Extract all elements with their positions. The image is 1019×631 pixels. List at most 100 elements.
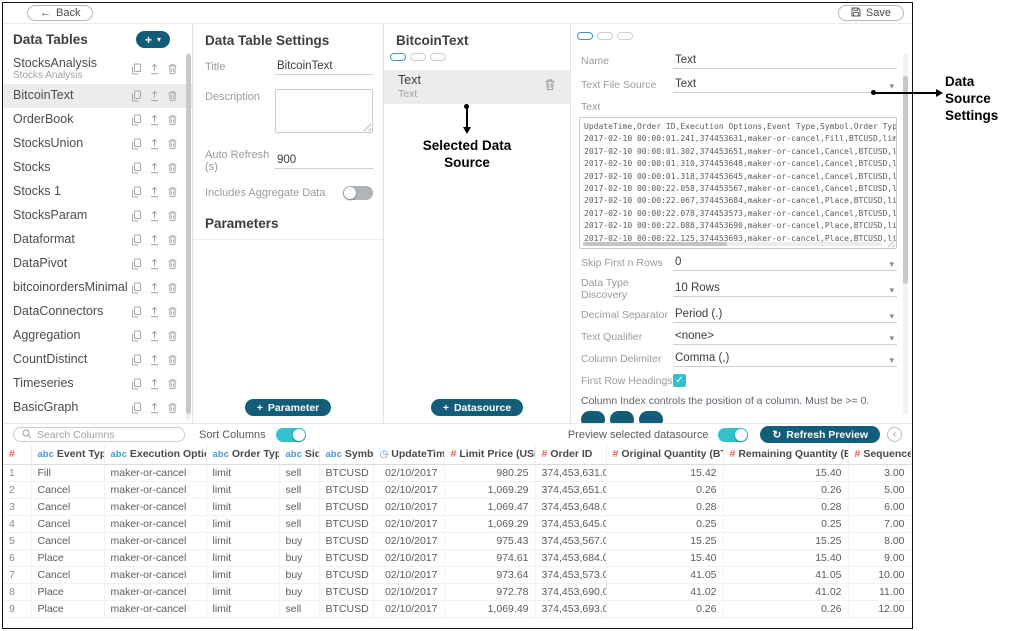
sidebar-scrollbar[interactable] (186, 52, 191, 420)
table-row[interactable]: 8 Place maker-or-cancel limit buy BTCUSD… (3, 583, 911, 601)
copy-icon[interactable] (131, 258, 142, 270)
copy-icon[interactable] (131, 330, 142, 342)
export-icon[interactable] (149, 114, 160, 126)
delete-icon[interactable] (167, 162, 178, 174)
data-table-list-item[interactable]: StocksAnalysis Stocks Analysis (3, 54, 192, 84)
data-table-list-item[interactable]: bitcoinordersMinimal (3, 276, 192, 300)
delete-icon[interactable] (167, 306, 178, 318)
add-data-table-button[interactable]: + ▾ (135, 31, 170, 48)
delete-icon[interactable] (167, 282, 178, 294)
delete-icon[interactable] (167, 330, 178, 342)
column-header[interactable]: # (3, 445, 32, 465)
resize-grip[interactable] (887, 239, 895, 247)
export-icon[interactable] (149, 138, 160, 150)
copy-icon[interactable] (131, 162, 142, 174)
datasource-tab[interactable] (430, 53, 446, 61)
datasource-list-item[interactable]: Text Text (384, 70, 570, 104)
column-header[interactable]: #Original Quantity (BTC) (606, 445, 724, 465)
copy-icon[interactable] (131, 63, 142, 75)
copy-icon[interactable] (131, 138, 142, 150)
copy-icon[interactable] (131, 378, 142, 390)
copy-icon[interactable] (131, 186, 142, 198)
copy-icon[interactable] (131, 282, 142, 294)
table-row[interactable]: 1 Fill maker-or-cancel limit sell BTCUSD… (3, 464, 911, 482)
dropdown-select[interactable]: 10 Rows ▾ (673, 281, 897, 297)
column-header[interactable]: # Order ID (535, 445, 607, 465)
copy-icon[interactable] (131, 114, 142, 126)
data-table-list-item[interactable]: StocksUnion (3, 132, 192, 156)
delete-icon[interactable] (167, 186, 178, 198)
delete-icon[interactable] (167, 354, 178, 366)
plugin-panel-scrollbar[interactable] (903, 54, 908, 414)
delete-icon[interactable] (544, 78, 556, 96)
table-row[interactable]: 3 Cancel maker-or-cancel limit sell BTCU… (3, 498, 911, 516)
text-content-area[interactable]: UpdateTime,Order ID,Execution Options,Ev… (579, 117, 897, 249)
column-header[interactable]: abcSide (279, 445, 320, 465)
description-input[interactable] (275, 89, 373, 133)
column-header[interactable]: ◷UpdateTime (373, 445, 445, 465)
data-table-list-item[interactable]: CountDistinct (3, 348, 192, 372)
dropdown-select[interactable]: Period (.) ▾ (673, 307, 897, 323)
resize-grip[interactable] (363, 123, 371, 131)
table-row[interactable]: 7 Cancel maker-or-cancel limit buy BTCUS… (3, 566, 911, 584)
data-table-list-item[interactable]: Stocks 1 (3, 180, 192, 204)
data-table-list-item[interactable]: BitcoinText (3, 84, 192, 108)
copy-icon[interactable] (131, 402, 142, 414)
data-table-list-item[interactable]: Dataformat (3, 228, 192, 252)
export-icon[interactable] (149, 90, 160, 102)
save-button[interactable]: Save (837, 5, 904, 21)
export-icon[interactable] (149, 234, 160, 246)
copy-icon[interactable] (131, 354, 142, 366)
dropdown-select[interactable]: Comma (,) ▾ (673, 351, 897, 367)
column-header[interactable]: #Limit Price (USD) (444, 445, 536, 465)
column-header[interactable]: #SequenceID (848, 445, 911, 465)
first-row-headings-checkbox[interactable]: ✓ (673, 374, 686, 387)
table-row[interactable]: 6 Place maker-or-cancel limit buy BTCUSD… (3, 549, 911, 567)
export-icon[interactable] (149, 162, 160, 174)
export-icon[interactable] (149, 210, 160, 222)
export-icon[interactable] (149, 186, 160, 198)
delete-icon[interactable] (167, 402, 178, 414)
file-source-select[interactable]: Text ▾ (673, 77, 897, 93)
delete-icon[interactable] (167, 258, 178, 270)
refresh-preview-button[interactable]: ↻ Refresh Preview (760, 426, 880, 443)
copy-icon[interactable] (131, 90, 142, 102)
auto-refresh-input[interactable]: 900 (275, 153, 373, 169)
copy-icon[interactable] (131, 306, 142, 318)
data-table-list-item[interactable]: Aggregation (3, 324, 192, 348)
export-icon[interactable] (149, 330, 160, 342)
copy-icon[interactable] (131, 210, 142, 222)
delete-icon[interactable] (167, 114, 178, 126)
datasource-tab[interactable] (390, 53, 406, 61)
table-row[interactable]: 5 Cancel maker-or-cancel limit buy BTCUS… (3, 532, 911, 550)
export-icon[interactable] (149, 354, 160, 366)
title-input[interactable]: BitcoinText (275, 59, 373, 75)
column-header[interactable]: #Remaining Quantity (BTC) (723, 445, 849, 465)
add-datasource-button[interactable]: + Datasource (430, 399, 524, 416)
delete-icon[interactable] (167, 63, 178, 75)
dropdown-select[interactable]: 0 ▾ (673, 255, 897, 271)
preview-datasource-toggle[interactable] (718, 427, 749, 442)
export-icon[interactable] (149, 258, 160, 270)
table-row[interactable]: 4 Cancel maker-or-cancel limit sell BTCU… (3, 515, 911, 533)
export-icon[interactable] (149, 378, 160, 390)
table-row[interactable]: 2 Cancel maker-or-cancel limit sell BTCU… (3, 481, 911, 499)
plugin-tab[interactable] (617, 32, 633, 40)
back-button[interactable]: ← Back (27, 5, 94, 21)
data-table-list-item[interactable]: DataConnectors (3, 300, 192, 324)
plugin-tab[interactable] (577, 32, 593, 40)
plugin-tab[interactable] (597, 32, 613, 40)
column-header[interactable]: abcSymbol (319, 445, 374, 465)
delete-icon[interactable] (167, 378, 178, 390)
table-row[interactable]: 9 Place maker-or-cancel limit sell BTCUS… (3, 600, 911, 618)
dropdown-select[interactable]: <none> ▾ (673, 329, 897, 345)
add-parameter-button[interactable]: + Parameter (244, 399, 332, 416)
delete-icon[interactable] (167, 210, 178, 222)
name-input[interactable]: Text (673, 53, 897, 69)
export-icon[interactable] (149, 63, 160, 75)
delete-icon[interactable] (167, 138, 178, 150)
export-icon[interactable] (149, 306, 160, 318)
